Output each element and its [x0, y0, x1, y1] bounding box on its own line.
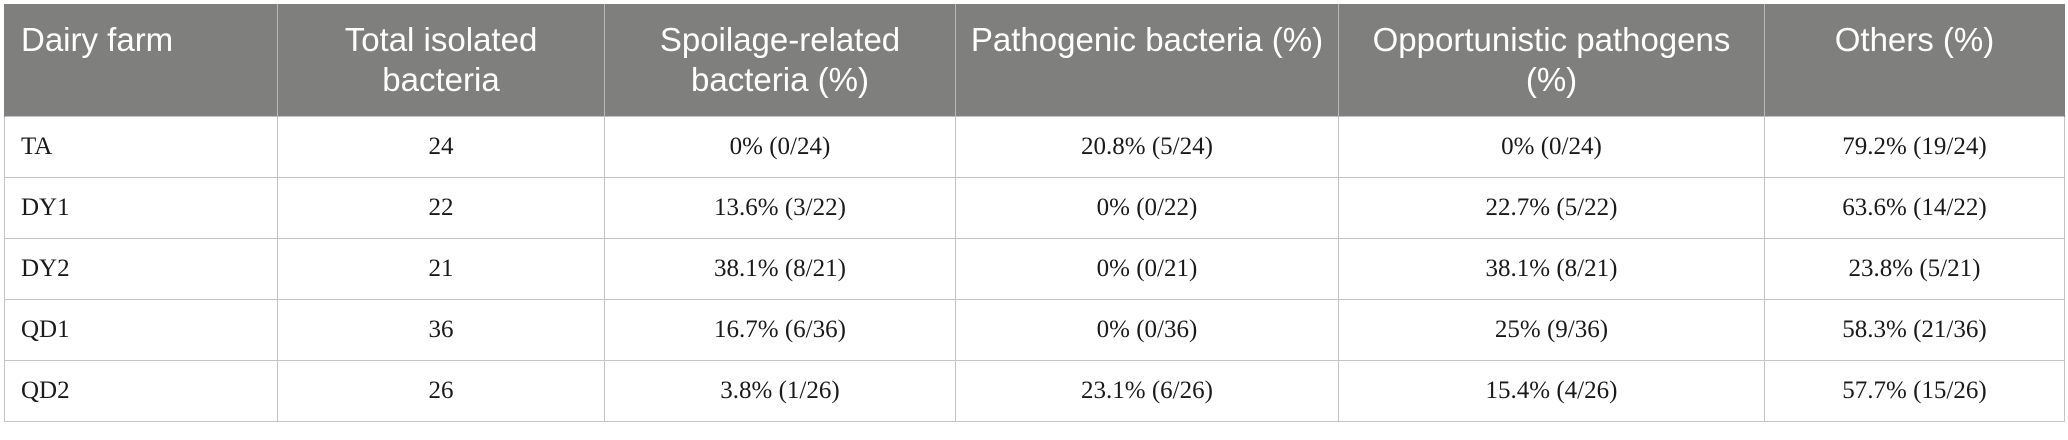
cell-spoilage: 3.8% (1/26): [604, 359, 956, 422]
header-spoilage-related: Spoilage-related bacteria (%): [604, 4, 956, 116]
cell-total: 21: [277, 237, 605, 300]
data-table-container: Dairy farm Total isolated bacteria Spoil…: [4, 4, 2065, 422]
cell-others: 58.3% (21/36): [1764, 298, 2065, 361]
table-row: DY2 21 38.1% (8/21) 0% (0/21) 38.1% (8/2…: [4, 237, 2065, 300]
cell-farm: DY2: [4, 237, 278, 300]
cell-pathogenic: 0% (0/22): [955, 176, 1339, 239]
cell-others: 63.6% (14/22): [1764, 176, 2065, 239]
cell-pathogenic: 20.8% (5/24): [955, 115, 1339, 178]
cell-spoilage: 16.7% (6/36): [604, 298, 956, 361]
cell-opportunistic: 0% (0/24): [1338, 115, 1765, 178]
cell-total: 26: [277, 359, 605, 422]
cell-others: 79.2% (19/24): [1764, 115, 2065, 178]
header-opportunistic: Opportunistic pathogens (%): [1338, 4, 1765, 116]
header-pathogenic: Pathogenic bacteria (%): [955, 4, 1339, 116]
cell-total: 24: [277, 115, 605, 178]
cell-pathogenic: 0% (0/36): [955, 298, 1339, 361]
table-row: TA 24 0% (0/24) 20.8% (5/24) 0% (0/24) 7…: [4, 115, 2065, 178]
table-row: DY1 22 13.6% (3/22) 0% (0/22) 22.7% (5/2…: [4, 176, 2065, 239]
table-row: QD1 36 16.7% (6/36) 0% (0/36) 25% (9/36)…: [4, 298, 2065, 361]
table-row: QD2 26 3.8% (1/26) 23.1% (6/26) 15.4% (4…: [4, 359, 2065, 422]
cell-farm: QD1: [4, 298, 278, 361]
cell-others: 23.8% (5/21): [1764, 237, 2065, 300]
cell-opportunistic: 15.4% (4/26): [1338, 359, 1765, 422]
cell-opportunistic: 25% (9/36): [1338, 298, 1765, 361]
cell-spoilage: 0% (0/24): [604, 115, 956, 178]
cell-total: 22: [277, 176, 605, 239]
cell-spoilage: 13.6% (3/22): [604, 176, 956, 239]
bacteria-table: Dairy farm Total isolated bacteria Spoil…: [4, 4, 2065, 422]
cell-others: 57.7% (15/26): [1764, 359, 2065, 422]
cell-farm: DY1: [4, 176, 278, 239]
cell-total: 36: [277, 298, 605, 361]
header-total-isolated: Total isolated bacteria: [277, 4, 605, 116]
table-header-row: Dairy farm Total isolated bacteria Spoil…: [4, 4, 2065, 116]
cell-pathogenic: 0% (0/21): [955, 237, 1339, 300]
cell-farm: TA: [4, 115, 278, 178]
cell-spoilage: 38.1% (8/21): [604, 237, 956, 300]
cell-opportunistic: 38.1% (8/21): [1338, 237, 1765, 300]
header-others: Others (%): [1764, 4, 2065, 116]
cell-pathogenic: 23.1% (6/26): [955, 359, 1339, 422]
header-dairy-farm: Dairy farm: [4, 4, 278, 116]
cell-farm: QD2: [4, 359, 278, 422]
cell-opportunistic: 22.7% (5/22): [1338, 176, 1765, 239]
